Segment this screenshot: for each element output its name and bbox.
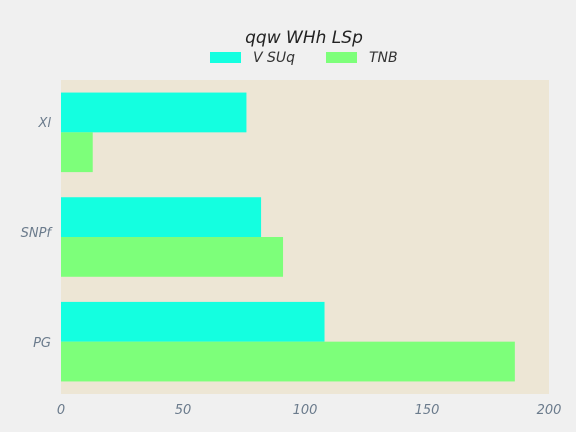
legend-label-tnb: TNB <box>369 50 398 66</box>
bar-snpf-tnb <box>61 237 284 277</box>
x-tick-label-0: 0 <box>57 403 65 418</box>
legend: V SUq TNB <box>210 50 398 66</box>
x-tick-label-100: 100 <box>293 403 318 418</box>
x-axis-tick-labels: 0 50 100 150 200 <box>57 403 562 418</box>
legend-swatch-tnb <box>326 52 357 63</box>
bar-xl-v-suq <box>61 92 247 133</box>
x-tick-label-200: 200 <box>537 403 562 418</box>
bar-pg-tnb <box>61 341 515 382</box>
y-tick-label-pg: PG <box>33 336 51 351</box>
x-tick-label-50: 50 <box>175 403 192 418</box>
bars-group <box>61 92 515 382</box>
bar-xl-tnb <box>61 132 93 173</box>
bar-snpf-v-suq <box>61 197 262 237</box>
chart-title: qqw WHh LSp <box>245 28 363 48</box>
legend-swatch-v-suq <box>210 52 241 63</box>
y-tick-label-snpf: SNPf <box>21 226 54 241</box>
legend-label-v-suq: V SUq <box>253 50 295 66</box>
y-tick-label-xl: Xl <box>37 116 51 131</box>
x-tick-label-150: 150 <box>415 403 440 418</box>
y-axis-tick-labels: Xl SNPf PG <box>21 116 54 351</box>
bar-pg-v-suq <box>61 301 325 342</box>
